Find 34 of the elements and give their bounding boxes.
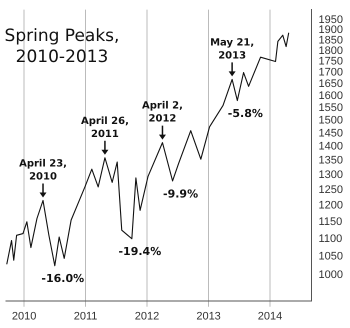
- annotation: April 23, 2010: [19, 158, 67, 182]
- y-tick-label: 1800: [318, 44, 344, 57]
- y-tick-label: 1900: [318, 24, 344, 36]
- y-tick-label: 1200: [318, 200, 344, 212]
- x-tick-label: 2010: [12, 310, 36, 322]
- annotation: -16.0%: [41, 272, 84, 286]
- y-tick-label: 1250: [318, 184, 344, 196]
- y-tick-label: 1550: [318, 102, 344, 114]
- y-tick-label: 1500: [318, 114, 344, 126]
- annotation: April 2, 2012: [142, 100, 183, 125]
- y-tick-label: 1850: [318, 34, 344, 46]
- y-tick-label: 1950: [318, 14, 344, 26]
- y-tick-label: 1600: [318, 90, 344, 102]
- annotation: April 26, 2011: [80, 116, 129, 140]
- annotation: -19.4%: [118, 245, 162, 258]
- y-tick-label: 1000: [318, 269, 344, 282]
- y-tick-label: 1100: [318, 232, 342, 245]
- y-tick-label: 1400: [318, 140, 344, 153]
- x-tick-label: 2011: [74, 310, 98, 322]
- text: Spring Peaks, 2010-2013: [4, 26, 120, 68]
- annotation: May 21, 2013: [210, 37, 254, 62]
- y-tick-label: 1050: [318, 250, 344, 263]
- y-tick-label: 1150: [318, 216, 342, 228]
- y-tick-label: 1300: [318, 169, 344, 182]
- y-tick-label: 1750: [318, 56, 344, 68]
- y-tick-label: 1450: [318, 127, 344, 140]
- x-tick-label: 2012: [134, 310, 160, 322]
- x-tick-label: 2013: [196, 310, 221, 322]
- annotation: -5.8%: [228, 106, 263, 120]
- annotation: -9.9%: [163, 187, 198, 200]
- y-tick-label: 1700: [318, 66, 344, 79]
- y-tick-label: 1650: [318, 78, 344, 90]
- x-tick-label: 2014: [258, 310, 282, 322]
- y-tick-label: 1350: [318, 154, 344, 167]
